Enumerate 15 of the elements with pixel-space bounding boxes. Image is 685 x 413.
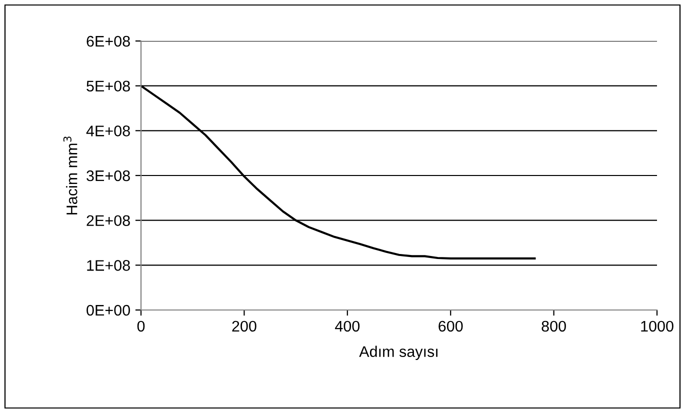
x-tick-label: 600 <box>438 320 463 332</box>
x-tick-label: 1000 <box>641 320 674 332</box>
y-tick-label: 5E+08 <box>86 80 130 92</box>
y-tick-label: 4E+08 <box>86 126 130 136</box>
y-tick-label: 6E+08 <box>86 36 130 47</box>
y-tick-label: 0E+00 <box>86 304 130 316</box>
y-tick-label: 1E+08 <box>87 260 130 271</box>
x-tick-label: 0 <box>137 320 145 332</box>
x-tick-label: 200 <box>232 320 256 332</box>
y-tick-label: 3E+08 <box>86 170 130 182</box>
y-tick-label: 2E+08 <box>86 215 130 226</box>
x-tick-label: 400 <box>335 320 360 332</box>
x-axis-title: Adım sayısı <box>359 346 438 360</box>
y-axis-title: Hacim mm$^{3}$ <box>63 136 78 214</box>
x-tick-label: 800 <box>542 320 566 332</box>
